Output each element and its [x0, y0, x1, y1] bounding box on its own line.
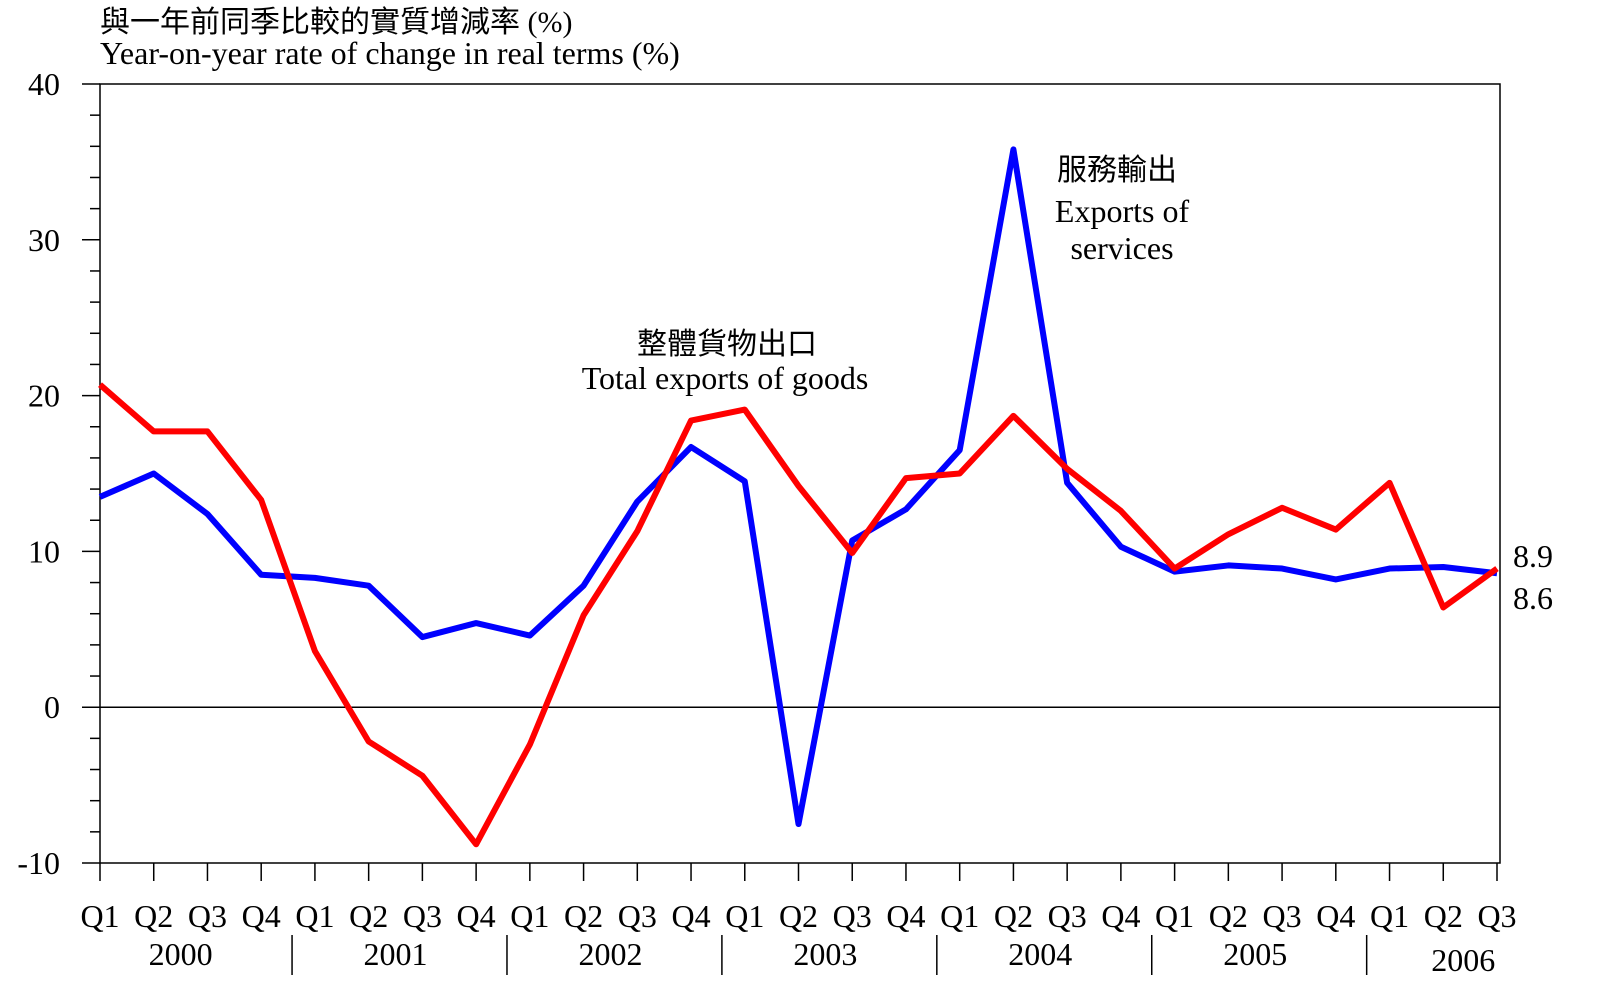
x-tick-label: Q2	[1209, 898, 1248, 934]
x-tick-label: Q4	[242, 898, 281, 934]
x-tick-label: Q3	[1477, 898, 1516, 934]
x-tick-label: Q1	[940, 898, 979, 934]
x-tick-label: Q4	[1316, 898, 1355, 934]
x-tick-label: Q2	[134, 898, 173, 934]
x-tick-label: Q2	[564, 898, 603, 934]
year-label: 2003	[793, 936, 857, 972]
x-tick-label: Q1	[1155, 898, 1194, 934]
x-tick-label: Q3	[403, 898, 442, 934]
year-label: 2006	[1431, 942, 1495, 978]
end-value-label: 8.9	[1513, 538, 1553, 574]
x-tick-label: Q1	[510, 898, 549, 934]
x-tick-label: Q1	[725, 898, 764, 934]
series-label: Total exports of goods	[582, 360, 869, 396]
year-label: 2001	[364, 936, 428, 972]
chart-subtitle: Year-on-year rate of change in real term…	[100, 35, 680, 71]
series-label: services	[1070, 230, 1173, 266]
x-tick-label: Q1	[80, 898, 119, 934]
series-label: 服務輸出	[1057, 154, 1177, 187]
y-tick-label: 40	[28, 66, 60, 102]
x-tick-label: Q3	[1263, 898, 1302, 934]
y-tick-label: 10	[28, 533, 60, 569]
year-label: 2002	[578, 936, 642, 972]
x-tick-label: Q1	[1370, 898, 1409, 934]
series-line	[98, 146, 1498, 828]
plot-frame	[99, 83, 1501, 864]
x-tick-label: Q4	[1101, 898, 1140, 934]
x-tick-label: Q2	[349, 898, 388, 934]
y-tick-label: 0	[44, 689, 60, 725]
x-tick-label: Q3	[618, 898, 657, 934]
series-label: Exports of	[1055, 193, 1190, 229]
year-label: 2004	[1008, 936, 1072, 972]
x-tick-label: Q3	[1048, 898, 1087, 934]
x-tick-label: Q3	[833, 898, 872, 934]
year-label: 2000	[149, 936, 213, 972]
x-tick-label: Q4	[457, 898, 496, 934]
x-tick-label: Q4	[671, 898, 710, 934]
series-label: 整體貨物出口	[637, 328, 817, 361]
x-tick-label: Q2	[994, 898, 1033, 934]
x-tick-label: Q2	[779, 898, 818, 934]
series-line	[98, 382, 1499, 848]
y-tick-label: -10	[17, 845, 60, 881]
chart-title: 與一年前同季比較的實質增減率 (%)	[100, 6, 572, 39]
x-tick-label: Q3	[188, 898, 227, 934]
y-tick-label: 30	[28, 222, 60, 258]
x-tick-label: Q4	[886, 898, 925, 934]
x-tick-label: Q1	[295, 898, 334, 934]
end-value-label: 8.6	[1513, 580, 1553, 616]
y-tick-label: 20	[28, 378, 60, 414]
year-label: 2005	[1223, 936, 1287, 972]
x-tick-label: Q2	[1424, 898, 1463, 934]
